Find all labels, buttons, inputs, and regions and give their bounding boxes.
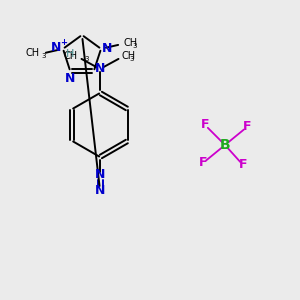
Text: N: N	[95, 169, 105, 182]
Text: N: N	[95, 62, 105, 76]
Text: CH: CH	[26, 48, 40, 58]
Text: F: F	[201, 118, 209, 131]
Text: F: F	[199, 157, 207, 169]
Text: +: +	[61, 38, 68, 47]
Text: 3: 3	[132, 43, 136, 49]
Text: F: F	[243, 121, 251, 134]
Text: N: N	[51, 41, 61, 54]
Text: N: N	[95, 184, 105, 196]
Text: 3: 3	[129, 56, 134, 62]
Text: H: H	[66, 49, 74, 59]
Text: F: F	[239, 158, 247, 172]
Text: B: B	[220, 138, 230, 152]
Text: CH: CH	[122, 51, 136, 61]
Text: CH: CH	[123, 38, 137, 48]
Text: 3: 3	[41, 53, 46, 59]
Text: 3: 3	[84, 56, 88, 62]
Text: CH: CH	[64, 51, 78, 61]
Text: N: N	[65, 72, 75, 85]
Text: N: N	[102, 42, 112, 55]
